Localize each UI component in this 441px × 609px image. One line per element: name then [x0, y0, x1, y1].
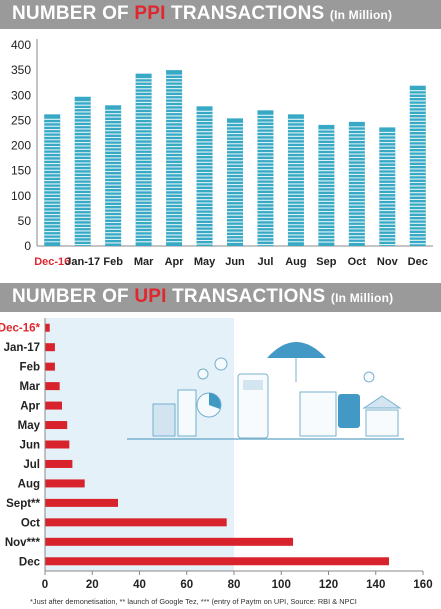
- bar-sep: [318, 124, 335, 246]
- bar-jan-17: [45, 343, 55, 352]
- bar-oct: [348, 121, 365, 246]
- payments-illustration: [127, 342, 404, 440]
- bar-nov: [379, 127, 396, 246]
- y-category-label: Jan-17: [4, 342, 40, 354]
- upi-bar-chart: Dec-16* Jan-17 Feb Mar Apr May Jun Jul Aug Sept**…: [0, 318, 433, 591]
- y-tick-label: 350: [11, 63, 31, 77]
- y-tick-label: 0: [24, 239, 31, 253]
- footnote: *Just after demonetisation, ** launch of…: [30, 597, 357, 606]
- bar-dec: [409, 85, 426, 246]
- bar-fill: [45, 362, 55, 371]
- x-tick-label: Dec: [408, 256, 428, 268]
- x-tick-label: Jan-17: [65, 256, 100, 268]
- x-tick-label: Jul: [258, 256, 274, 268]
- bar-fill: [45, 401, 63, 410]
- y-category-label: Jun: [20, 440, 40, 452]
- y-tick-label: 400: [11, 38, 31, 52]
- x-tick-label: Apr: [165, 256, 185, 268]
- x-tick-label: 140: [366, 579, 385, 591]
- x-tick-label: 120: [319, 579, 338, 591]
- bar-jun: [227, 118, 243, 246]
- y-category-label: Sept**: [6, 498, 40, 510]
- bar-sept: [45, 498, 119, 507]
- bar-feb: [45, 362, 55, 371]
- x-tick-label: 0: [42, 579, 48, 591]
- y-category-label: Nov***: [5, 537, 41, 549]
- bar-fill: [45, 459, 73, 468]
- x-tick-label: 100: [272, 579, 291, 591]
- x-tick-label: Dec-16: [34, 256, 70, 268]
- bar-may: [45, 421, 68, 430]
- x-tick-label: 60: [180, 579, 193, 591]
- y-category-label: Aug: [18, 478, 40, 490]
- bar-jul: [257, 110, 274, 246]
- bar-apr: [166, 70, 183, 246]
- bar-fill: [45, 498, 119, 507]
- y-category-label: May: [18, 420, 41, 432]
- y-tick-label: 50: [18, 214, 32, 228]
- bar-fill: [45, 518, 227, 527]
- bar-feb: [105, 105, 122, 246]
- bar-jul: [45, 459, 73, 468]
- ppi-chart-title: NUMBER OF PPI TRANSACTIONS (In Million): [12, 3, 393, 24]
- x-tick-label: 160: [413, 579, 432, 591]
- plot-background: [45, 318, 234, 571]
- upi-title-banner: NUMBER OF UPI TRANSACTIONS (In Million): [0, 283, 441, 312]
- x-tick-label: Feb: [103, 256, 123, 268]
- x-tick-label: Jun: [225, 256, 245, 268]
- bar-fill: [45, 440, 70, 449]
- bar-dec: [45, 557, 389, 566]
- bar-oct: [45, 518, 227, 527]
- y-category-label: Dec: [19, 556, 41, 568]
- y-tick-label: 200: [11, 139, 31, 153]
- bar-mar: [135, 73, 152, 246]
- bar-fill: [45, 557, 389, 566]
- x-tick-label: 20: [86, 579, 99, 591]
- bar-fill: [45, 382, 60, 391]
- upi-chart-title: NUMBER OF UPI TRANSACTIONS (In Million): [12, 286, 394, 307]
- bar-jun: [45, 440, 70, 449]
- bar-mar: [45, 382, 60, 391]
- x-tick-label: Mar: [134, 256, 154, 268]
- x-tick-label: Sep: [316, 256, 336, 268]
- bar-fill: [45, 421, 68, 430]
- y-category-label: Dec-16*: [0, 323, 41, 335]
- bar-dec-16: [45, 323, 50, 332]
- y-tick-label: 150: [11, 164, 31, 178]
- x-tick-label: 80: [228, 579, 241, 591]
- bar-fill: [45, 323, 50, 332]
- bar-aug: [287, 114, 304, 246]
- bar-apr: [45, 401, 63, 410]
- y-category-label: Apr: [20, 401, 40, 413]
- x-tick-label: 40: [133, 579, 146, 591]
- y-tick-label: 300: [11, 88, 31, 102]
- bar-may: [196, 106, 213, 247]
- bar-fill: [74, 96, 91, 246]
- bar-nov: [45, 537, 294, 546]
- y-tick-label: 250: [11, 113, 31, 127]
- bar-fill: [166, 70, 183, 246]
- bar-fill: [257, 110, 274, 246]
- y-category-label: Oct: [21, 517, 40, 529]
- x-tick-label: Oct: [348, 256, 367, 268]
- bar-fill: [318, 124, 335, 246]
- bar-jan-17: [74, 96, 91, 246]
- bar-dec-16: [44, 114, 61, 246]
- bar-aug: [45, 479, 85, 488]
- y-category-label: Jul: [23, 459, 40, 471]
- bar-fill: [45, 343, 55, 352]
- x-tick-label: Aug: [285, 256, 306, 268]
- x-tick-label: Nov: [377, 256, 399, 268]
- y-tick-label: 100: [11, 189, 31, 203]
- ppi-title-banner: NUMBER OF PPI TRANSACTIONS (In Million): [0, 0, 441, 29]
- bar-fill: [105, 105, 122, 246]
- bar-fill: [45, 537, 294, 546]
- bar-fill: [45, 479, 85, 488]
- y-category-label: Feb: [20, 362, 40, 374]
- y-category-label: Mar: [20, 381, 41, 393]
- x-tick-label: May: [194, 256, 216, 268]
